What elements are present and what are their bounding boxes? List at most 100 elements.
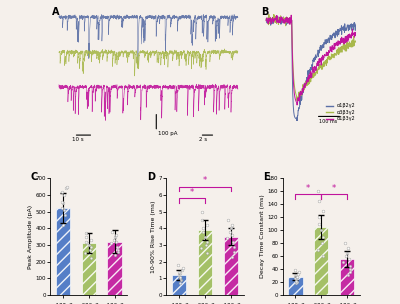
- Point: [114, 247, 121, 252]
- Point: [343, 254, 349, 258]
- Point: [340, 260, 347, 265]
- Point: [296, 270, 302, 275]
- Point: [110, 237, 117, 242]
- Point: [318, 228, 324, 233]
- Point: [347, 267, 353, 271]
- Point: [315, 189, 321, 194]
- Point: [59, 189, 66, 194]
- Point: [229, 233, 236, 237]
- Point: [112, 252, 118, 257]
- Text: A: A: [52, 7, 60, 17]
- Text: 10 s: 10 s: [72, 137, 83, 142]
- Text: D: D: [147, 172, 155, 182]
- Point: [176, 281, 183, 286]
- Point: [175, 272, 182, 277]
- Point: [112, 234, 118, 239]
- Point: [231, 249, 237, 254]
- Point: [292, 276, 298, 281]
- Y-axis label: Decay Time Constant (ms): Decay Time Constant (ms): [260, 195, 265, 278]
- Point: [82, 251, 88, 256]
- Point: [176, 269, 182, 274]
- Text: 100 pA: 100 pA: [158, 131, 178, 136]
- Point: [293, 274, 300, 279]
- Point: [230, 239, 236, 244]
- Point: [175, 262, 182, 267]
- Text: *: *: [332, 184, 336, 193]
- Y-axis label: 10-90% Rise Time (ms): 10-90% Rise Time (ms): [151, 200, 156, 273]
- Text: B: B: [262, 7, 269, 17]
- Point: [59, 206, 65, 211]
- Point: [83, 234, 89, 239]
- Bar: [224, 237, 238, 295]
- Bar: [314, 227, 328, 295]
- Point: [231, 244, 237, 249]
- Point: [314, 247, 321, 252]
- Point: [203, 243, 209, 247]
- Point: [177, 276, 183, 281]
- Point: [292, 277, 299, 282]
- Point: [320, 208, 326, 213]
- Point: [114, 244, 120, 249]
- Point: [200, 226, 206, 231]
- Point: [347, 270, 353, 275]
- Point: [60, 201, 66, 206]
- Point: [320, 254, 326, 258]
- Text: *: *: [306, 184, 310, 193]
- Point: [291, 268, 298, 273]
- Bar: [172, 275, 186, 295]
- Point: [316, 215, 322, 219]
- Legend: α1β2γ2, α3β3γ2, α1β3γ2: α1β2γ2, α3β3γ2, α1β3γ2: [324, 102, 358, 123]
- Point: [179, 268, 186, 272]
- Point: [229, 223, 235, 227]
- Point: [202, 234, 208, 239]
- Bar: [340, 259, 354, 295]
- Point: [60, 223, 66, 227]
- Point: [82, 231, 89, 236]
- Point: [228, 226, 234, 231]
- Point: [84, 241, 90, 246]
- Text: C: C: [31, 172, 38, 182]
- Point: [199, 209, 205, 214]
- Point: [292, 273, 298, 278]
- Point: [204, 251, 210, 256]
- Y-axis label: Peak Amplitude (pA): Peak Amplitude (pA): [28, 205, 32, 269]
- Point: [83, 239, 90, 244]
- Point: [225, 217, 232, 222]
- Text: 2 s: 2 s: [200, 137, 208, 142]
- Point: [228, 254, 235, 259]
- Point: [293, 278, 300, 283]
- Point: [224, 236, 230, 241]
- Point: [180, 266, 186, 271]
- Point: [295, 272, 302, 277]
- Point: [294, 279, 300, 284]
- Point: [200, 229, 206, 234]
- Point: [342, 240, 348, 245]
- Point: [345, 257, 352, 262]
- Point: [227, 229, 233, 234]
- Point: [114, 249, 121, 254]
- Point: [113, 239, 119, 244]
- Point: [108, 241, 114, 246]
- Point: [86, 243, 92, 247]
- Point: [316, 221, 322, 226]
- Text: *: *: [190, 188, 194, 197]
- Text: *: *: [203, 176, 207, 185]
- Point: [204, 223, 210, 227]
- Point: [177, 271, 184, 276]
- Point: [88, 237, 94, 242]
- Point: [109, 229, 116, 234]
- Point: [316, 199, 322, 203]
- Point: [344, 273, 351, 278]
- Point: [86, 247, 93, 252]
- Point: [60, 207, 67, 212]
- Point: [198, 246, 204, 251]
- Bar: [108, 242, 122, 295]
- Bar: [56, 208, 70, 295]
- Point: [344, 250, 350, 255]
- Point: [88, 244, 94, 249]
- Text: E: E: [263, 172, 270, 182]
- Point: [204, 239, 210, 244]
- Point: [319, 240, 326, 245]
- Point: [320, 234, 326, 239]
- Bar: [198, 230, 212, 295]
